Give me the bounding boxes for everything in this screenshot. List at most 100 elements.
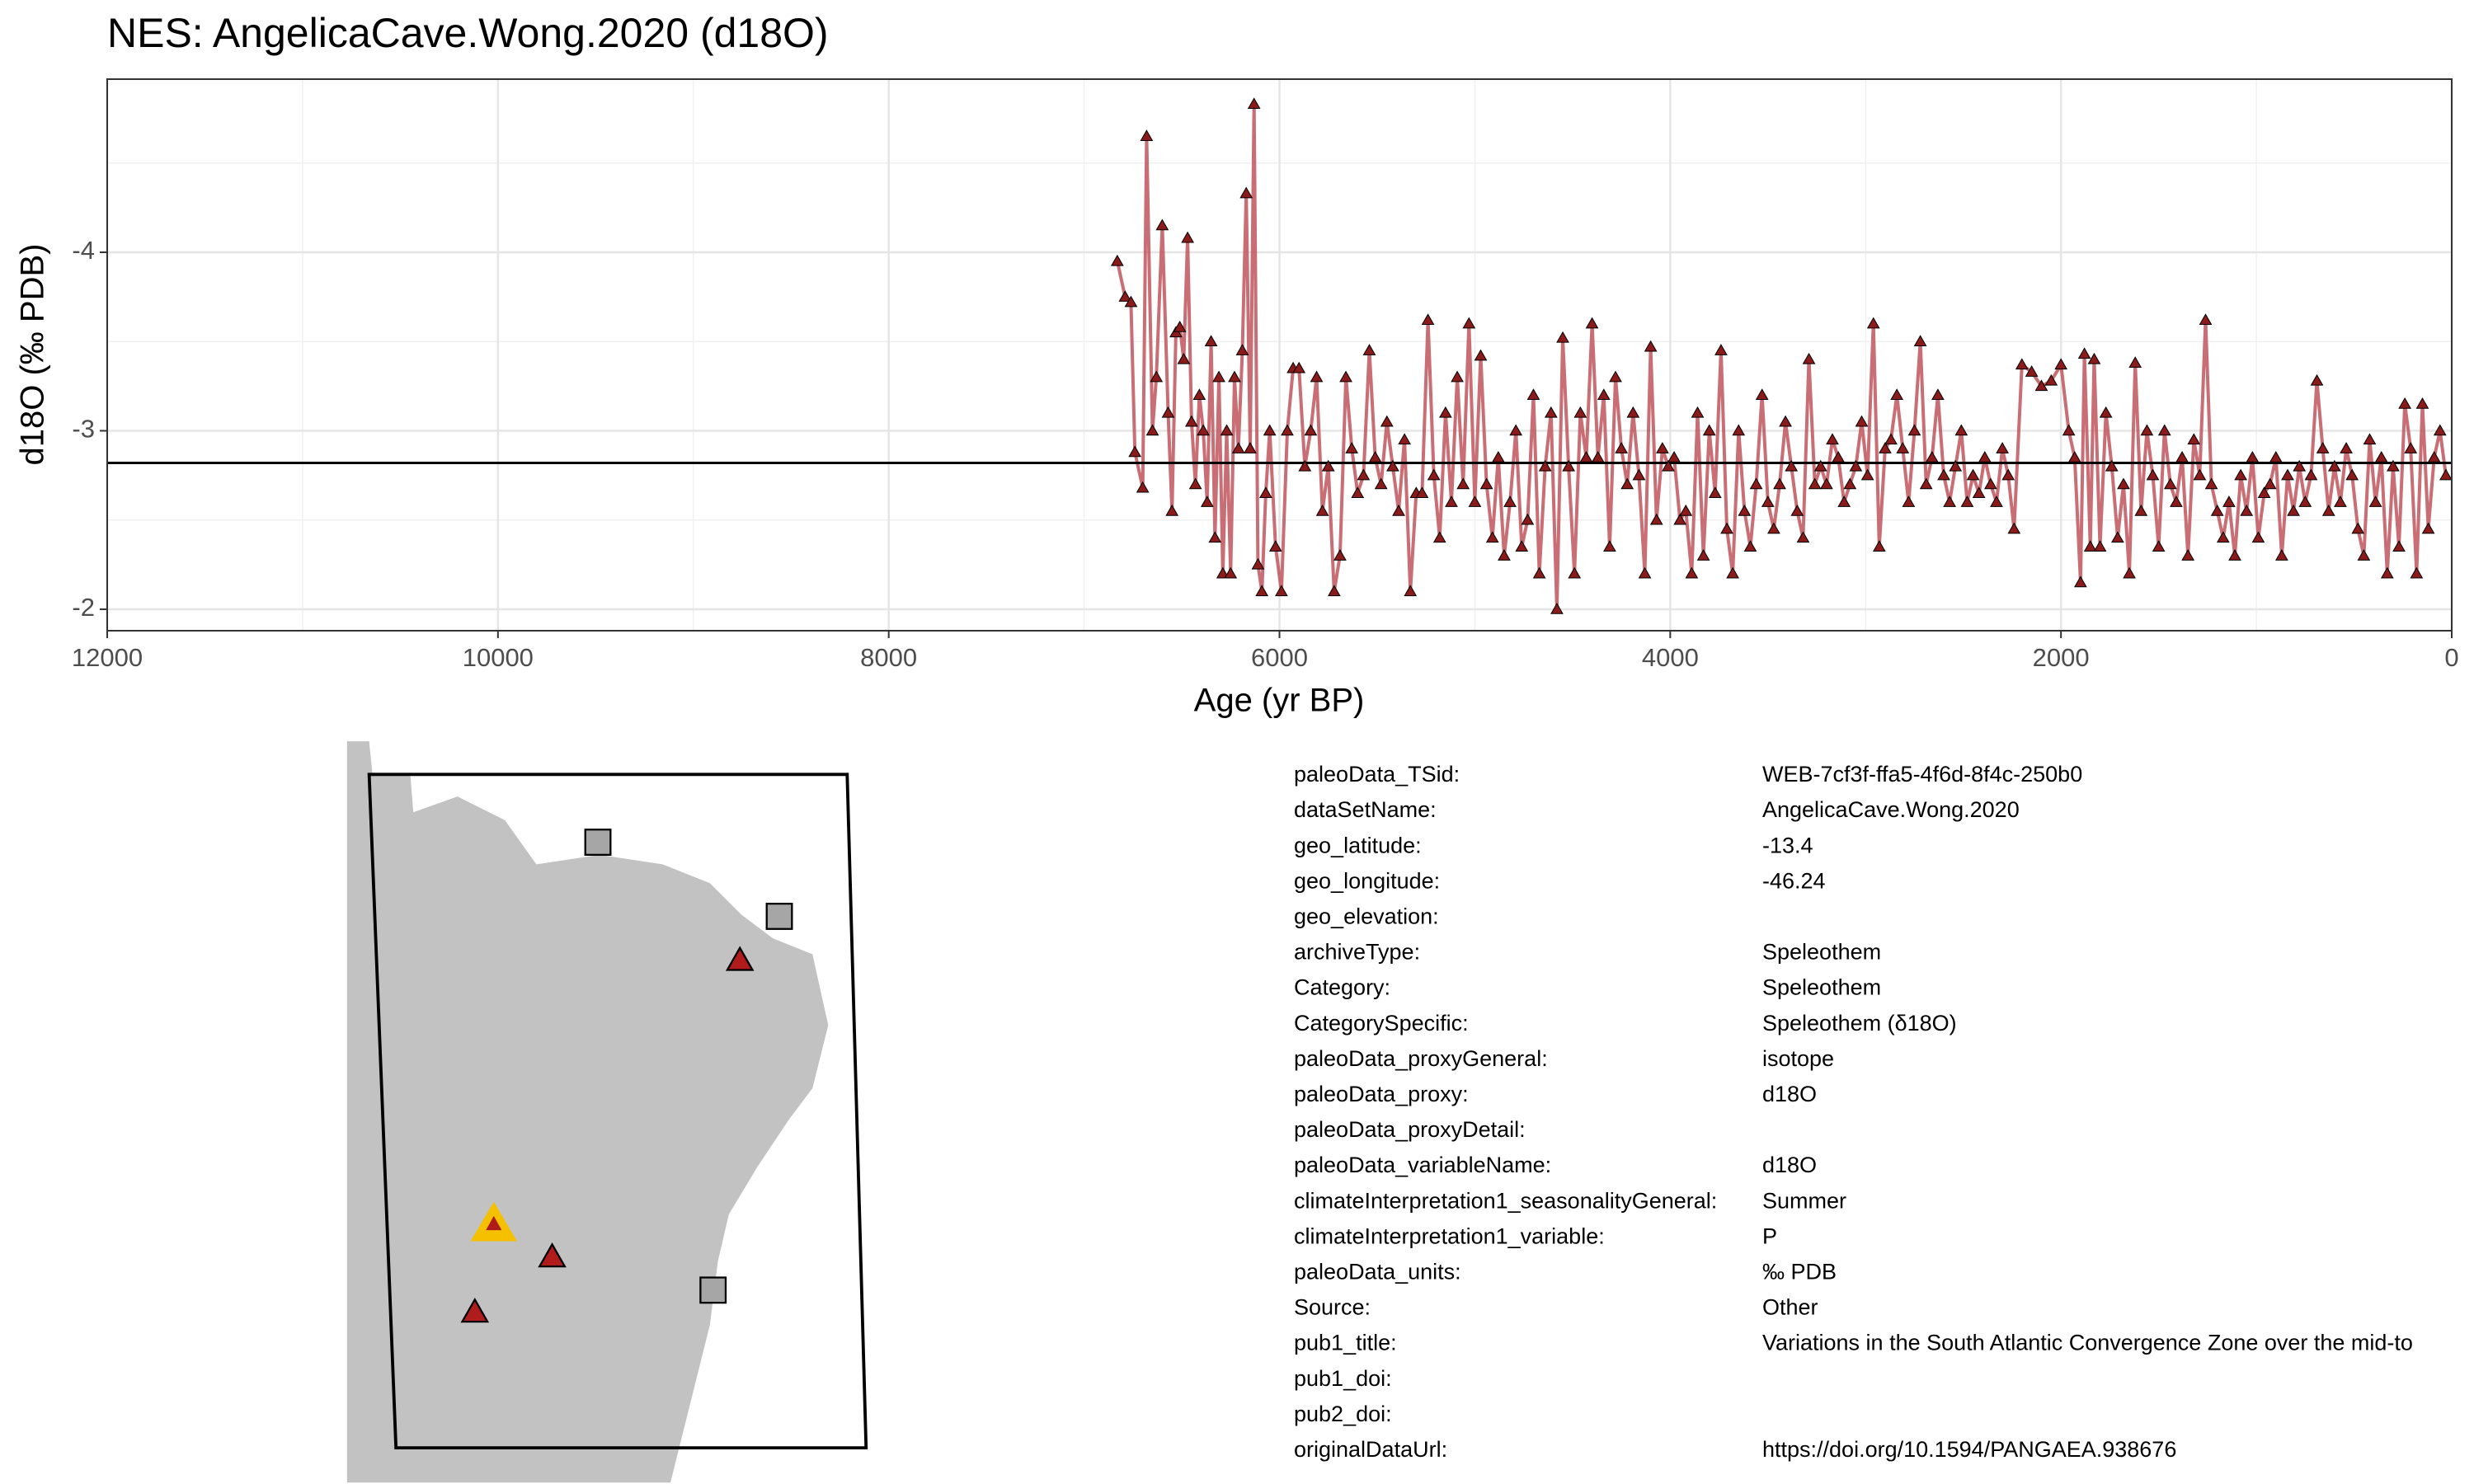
meta-value: ‰ PDB [1762, 1260, 1837, 1284]
data-point [1421, 313, 1435, 326]
data-point [1228, 370, 1241, 383]
data-point [1255, 585, 1269, 597]
data-point [2134, 504, 2148, 516]
site-triangle [538, 1242, 567, 1268]
data-point [2111, 531, 2124, 543]
data-point [1813, 459, 1827, 472]
data-point [1197, 424, 1210, 436]
data-point [1562, 459, 1576, 472]
data-point [2293, 459, 2307, 472]
data-point [1954, 424, 1968, 436]
data-point [1177, 352, 1191, 364]
data-point [2204, 477, 2218, 490]
metadata-table: paleoData_TSid: WEB-7cf3f-ffa5-4f6d-8f4c-… [1294, 762, 2413, 1462]
data-point [2421, 522, 2435, 534]
data-point [1884, 433, 1898, 445]
meta-key: originalDataUrl: [1294, 1437, 1447, 1462]
meta-key: pub1_title: [1294, 1331, 1397, 1355]
y-tick-label: -4 [72, 236, 95, 265]
data-point [2087, 352, 2101, 364]
meta-value: P [1762, 1223, 1777, 1248]
data-point [2077, 347, 2091, 359]
data-point [1603, 540, 1616, 552]
data-point [2222, 495, 2236, 507]
data-point [1832, 450, 1845, 463]
data-point [2157, 424, 2171, 436]
data-point [1351, 486, 1365, 499]
data-point [1984, 477, 1997, 490]
data-point [1626, 406, 1640, 418]
meta-value: -13.4 [1762, 833, 1813, 857]
data-point [2345, 468, 2359, 481]
data-point [1755, 388, 1769, 400]
site-triangle [725, 946, 755, 971]
data-point [2067, 450, 2081, 463]
data-point [1192, 388, 1206, 400]
data-point [2310, 373, 2324, 386]
data-point [1632, 468, 1646, 481]
data-point [1150, 370, 1164, 383]
data-point [2105, 459, 2119, 472]
data-point [2387, 459, 2400, 472]
data-point [2316, 442, 2330, 453]
data-point [1124, 295, 1138, 308]
data-point [1972, 486, 1986, 499]
meta-value: isotope [1762, 1046, 1834, 1071]
data-point [1474, 349, 1488, 361]
data-point [1204, 335, 1218, 347]
data-point [2175, 450, 2189, 463]
data-point [1259, 486, 1272, 499]
meta-key: paleoData_variableName: [1294, 1153, 1551, 1177]
data-point [1802, 352, 1816, 364]
data-point [1231, 442, 1245, 453]
data-point [1427, 468, 1441, 481]
meta-key: paleoData_units: [1294, 1260, 1461, 1284]
data-point [1896, 442, 1910, 453]
data-point [1362, 344, 1376, 355]
data-point [2099, 406, 2113, 418]
data-point [2123, 566, 2136, 579]
data-point [1773, 477, 1786, 490]
data-point [1404, 585, 1418, 597]
data-point [2374, 450, 2388, 463]
data-point [1849, 459, 1863, 472]
data-point [2015, 358, 2029, 370]
data-point [2062, 424, 2076, 436]
data-point [2216, 531, 2230, 543]
data-point [1573, 406, 1587, 418]
meta-value: Other [1762, 1295, 1818, 1320]
data-point [1216, 566, 1230, 579]
data-point [1110, 254, 1124, 266]
data-point [1996, 442, 2009, 453]
data-point [1251, 557, 1265, 570]
data-layer [107, 97, 2453, 614]
meta-key: dataSetName: [1294, 797, 1437, 822]
data-point [1761, 495, 1775, 507]
data-point [1743, 540, 1757, 552]
site-square [699, 1276, 727, 1304]
meta-key: Category: [1294, 975, 1390, 1000]
data-point [1321, 459, 1335, 472]
data-point [2007, 522, 2021, 534]
data-point [2210, 504, 2224, 516]
data-point [2140, 424, 2154, 436]
data-point [1479, 477, 1493, 490]
data-point [1655, 442, 1669, 453]
data-point [1826, 433, 1839, 445]
data-point [1212, 370, 1225, 383]
data-point [1714, 344, 1728, 355]
data-point [1445, 495, 1458, 507]
data-point [1392, 504, 1405, 516]
data-point [2199, 313, 2213, 326]
data-point [2410, 566, 2424, 579]
data-point [2034, 379, 2048, 392]
data-point [1521, 513, 1535, 525]
meta-key: paleoData_proxyGeneral: [1294, 1046, 1548, 1071]
data-point [1708, 486, 1722, 499]
data-point [1785, 459, 1799, 472]
meta-value: AngelicaCave.Wong.2020 [1762, 797, 2020, 822]
data-point [1808, 477, 1822, 490]
data-point [1691, 406, 1705, 418]
data-point [1181, 231, 1195, 243]
